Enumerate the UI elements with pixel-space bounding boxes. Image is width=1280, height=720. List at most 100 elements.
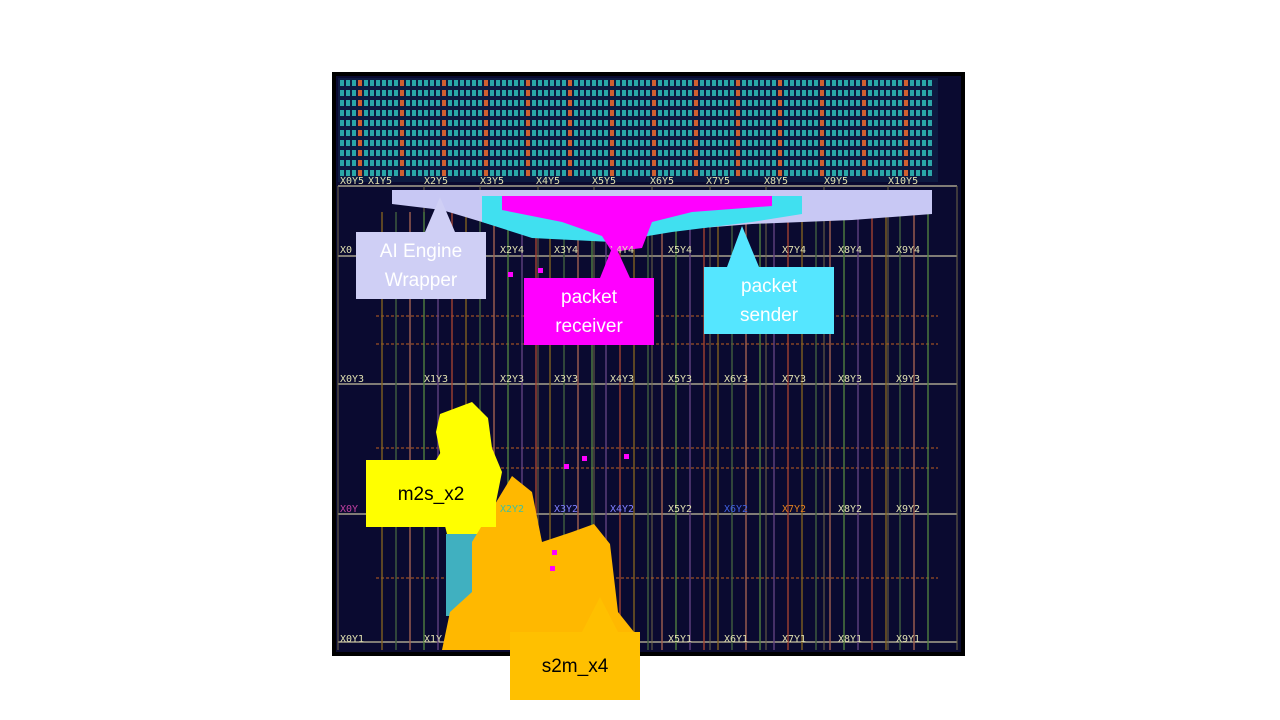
- tile-cell: [388, 120, 392, 126]
- tile-cell: [574, 150, 578, 156]
- tile-cell: [490, 120, 494, 126]
- coord-label-x9y5: X9Y5: [824, 176, 848, 187]
- tile-cell: [514, 150, 518, 156]
- tile-cell: [790, 80, 794, 86]
- tile-cell: [730, 170, 734, 176]
- tile-cell: [502, 150, 506, 156]
- tile-cell: [538, 140, 542, 146]
- tile-cell: [850, 80, 854, 86]
- tile-cell: [382, 140, 386, 146]
- tile-cell: [514, 100, 518, 106]
- tile-cell: [430, 110, 434, 116]
- tile-cell: [640, 110, 644, 116]
- tile-cell: [634, 170, 638, 176]
- tile-cell: [574, 170, 578, 176]
- tile-cell: [550, 90, 554, 96]
- tile-cell: [646, 140, 650, 146]
- tile-cell: [760, 150, 764, 156]
- tile-cell: [718, 100, 722, 106]
- tile-cell: [718, 170, 722, 176]
- tile-cell: [688, 90, 692, 96]
- tile-cell: [808, 100, 812, 106]
- tile-cell: [538, 160, 542, 166]
- tile-cell: [898, 80, 902, 86]
- tile-cell: [352, 80, 356, 86]
- tile-cell: [514, 140, 518, 146]
- tile-cell: [682, 90, 686, 96]
- tile-cell: [880, 150, 884, 156]
- tile-cell: [664, 110, 668, 116]
- tile-cell: [604, 120, 608, 126]
- tile-cell: [418, 100, 422, 106]
- tile-cell: [562, 90, 566, 96]
- tile-cell: [730, 150, 734, 156]
- tile-cell: [676, 140, 680, 146]
- tile-cell: [628, 90, 632, 96]
- tile-cell: [868, 140, 872, 146]
- tile-cell: [790, 90, 794, 96]
- tile-cell: [610, 170, 614, 176]
- tile-cell: [892, 150, 896, 156]
- tile-cell: [634, 100, 638, 106]
- tile-cell: [430, 80, 434, 86]
- tile-cell: [532, 80, 536, 86]
- tile-cell: [862, 130, 866, 136]
- tile-cell: [766, 160, 770, 166]
- tile-cell: [832, 100, 836, 106]
- tile-cell: [754, 160, 758, 166]
- tile-cell: [808, 120, 812, 126]
- tile-cell: [544, 120, 548, 126]
- tile-cell: [634, 130, 638, 136]
- coord-label-x9y1: X9Y1: [896, 634, 920, 645]
- tile-cell: [784, 130, 788, 136]
- tile-cell: [778, 170, 782, 176]
- tile-cell: [712, 80, 716, 86]
- tile-cell: [820, 140, 824, 146]
- tile-cell: [646, 160, 650, 166]
- tile-cell: [910, 110, 914, 116]
- tile-cell: [790, 170, 794, 176]
- tile-cell: [682, 130, 686, 136]
- tile-cell: [556, 160, 560, 166]
- tile-cell: [652, 170, 656, 176]
- tile-cell: [874, 160, 878, 166]
- tile-cell: [442, 110, 446, 116]
- tile-cell: [598, 150, 602, 156]
- tile-cell: [400, 130, 404, 136]
- tile-cell: [856, 90, 860, 96]
- tile-cell: [790, 130, 794, 136]
- tile-cell: [454, 150, 458, 156]
- tile-cell: [688, 80, 692, 86]
- tile-cell: [886, 80, 890, 86]
- tile-cell: [676, 100, 680, 106]
- tile-cell: [370, 160, 374, 166]
- tile-cell: [700, 130, 704, 136]
- tile-cell: [658, 80, 662, 86]
- tile-cell: [460, 160, 464, 166]
- tile-cell: [664, 130, 668, 136]
- tile-cell: [778, 90, 782, 96]
- coord-label-x5y5: X5Y5: [592, 176, 616, 187]
- tile-cell: [556, 110, 560, 116]
- tile-cell: [520, 90, 524, 96]
- tile-cell: [484, 80, 488, 86]
- coord-label-x7y1: X7Y1: [782, 634, 806, 645]
- tile-cell: [394, 90, 398, 96]
- tile-cell: [868, 100, 872, 106]
- tile-cell: [490, 80, 494, 86]
- tile-cell: [526, 80, 530, 86]
- tile-cell: [580, 170, 584, 176]
- tile-cell: [724, 110, 728, 116]
- tile-cell: [562, 140, 566, 146]
- tile-cell: [904, 140, 908, 146]
- tile-cell: [748, 120, 752, 126]
- tile-cell: [568, 160, 572, 166]
- tile-cell: [910, 160, 914, 166]
- tile-cell: [658, 140, 662, 146]
- tile-cell: [616, 170, 620, 176]
- tile-cell: [496, 160, 500, 166]
- tile-cell: [448, 100, 452, 106]
- tile-cell: [646, 100, 650, 106]
- tile-cell: [508, 100, 512, 106]
- tile-cell: [388, 150, 392, 156]
